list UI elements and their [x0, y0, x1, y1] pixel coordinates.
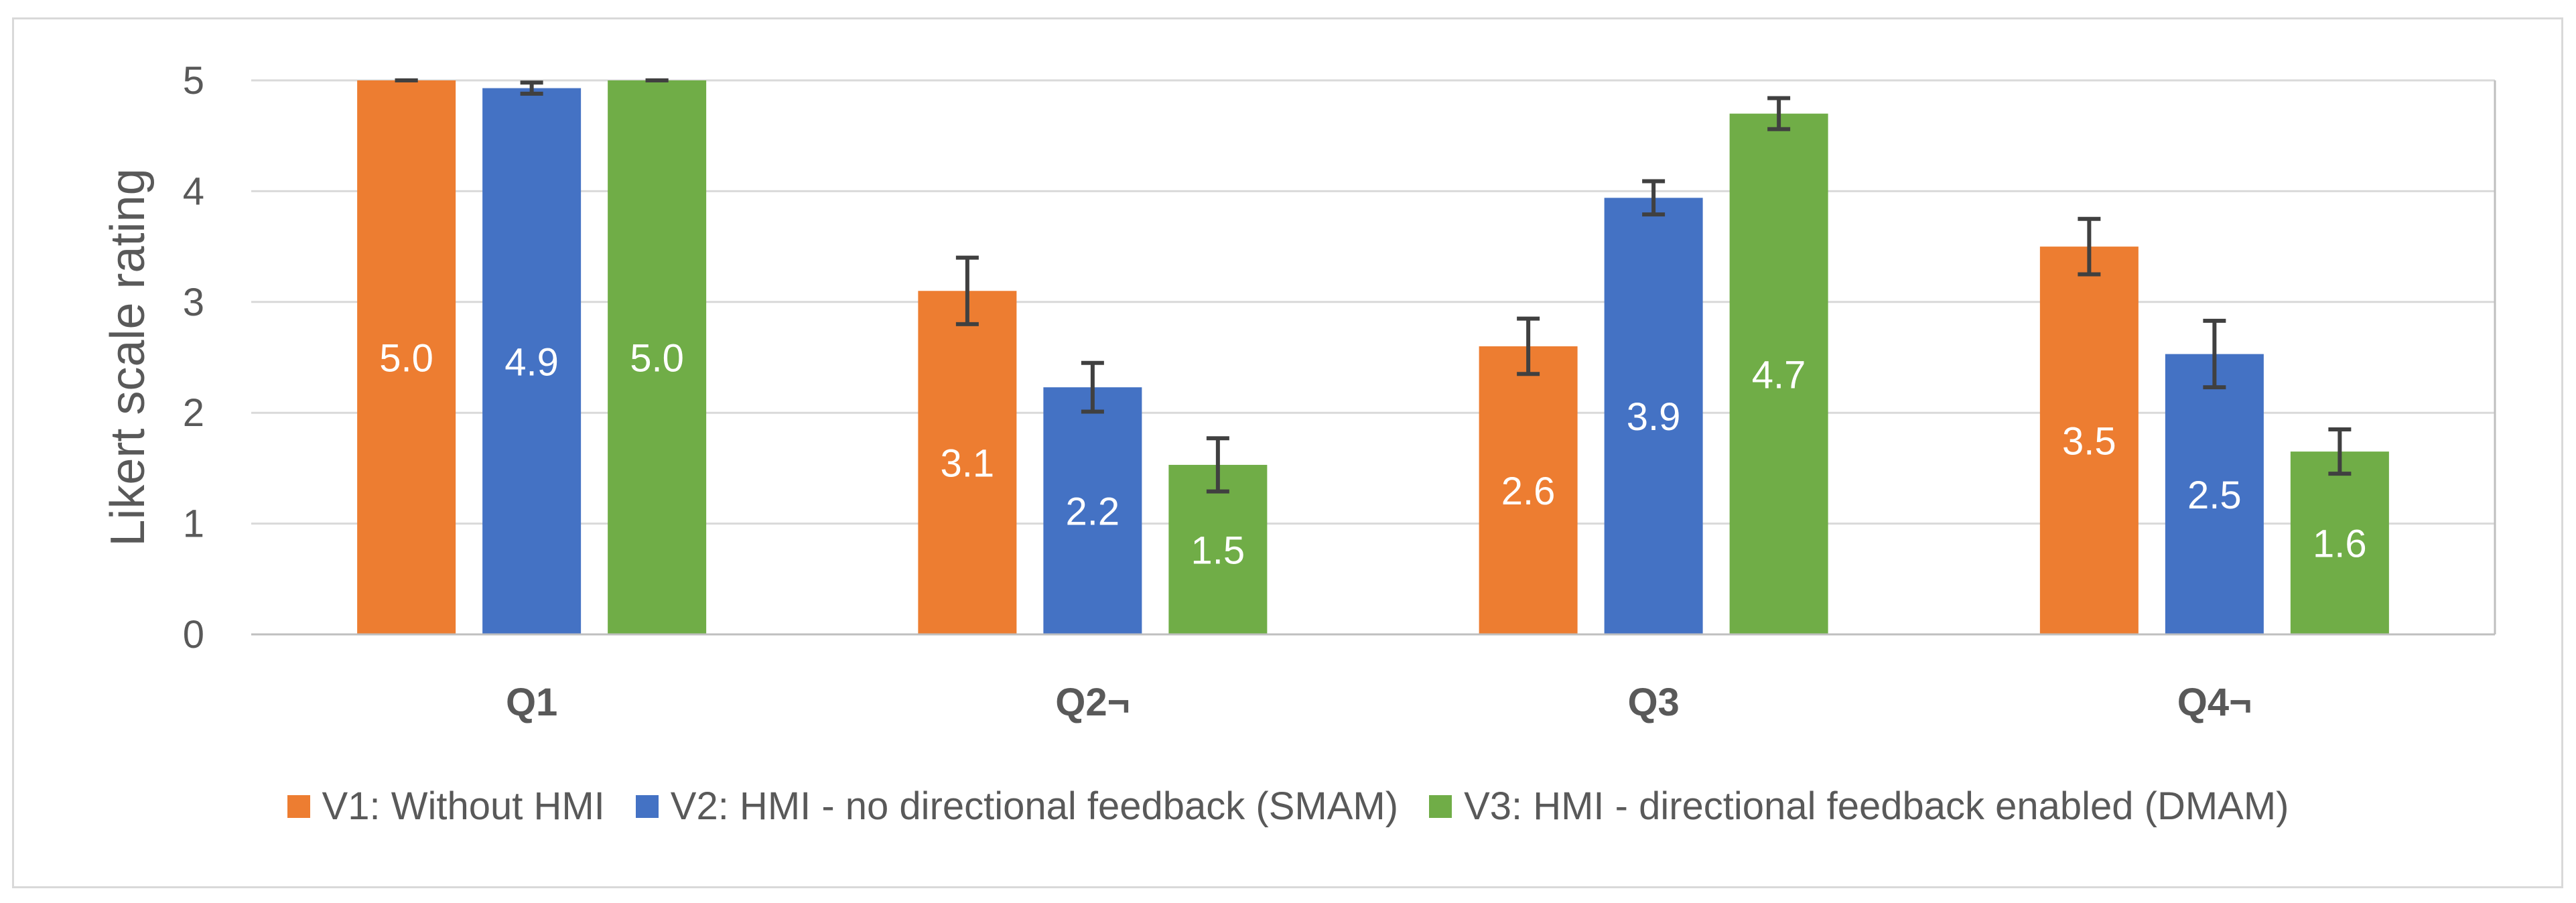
legend-swatch	[635, 794, 659, 818]
data-label: 5.0	[630, 337, 684, 380]
legend-item: V2: HMI - no directional feedback (SMAM)	[635, 784, 1399, 829]
data-label: 4.7	[1752, 353, 1806, 397]
legend-swatch	[287, 794, 310, 818]
x-tick-label: Q1	[506, 681, 557, 724]
y-axis-title: Likert scale rating	[101, 168, 155, 546]
legend-swatch	[1429, 794, 1452, 818]
bar	[482, 88, 582, 634]
legend-item: V1: Without HMI	[287, 784, 605, 829]
bar	[918, 291, 1017, 634]
bar	[2290, 452, 2389, 634]
x-tick-label: Q2¬	[1055, 681, 1130, 724]
x-tick-label: Q3	[1627, 681, 1679, 724]
axes: 0 1 2 3 4 5 Likert scale rating Q1 Q2¬ Q3 Q4¬	[101, 59, 2496, 724]
legend-label: V1: Without HMI	[322, 784, 605, 828]
legend-item: V3: HMI - directional feedback enabled (…	[1429, 784, 2289, 829]
bar	[2039, 247, 2139, 635]
data-label: 2.2	[1066, 490, 1120, 534]
data-labels: 5.0 4.9 5.0 3.1 2.2 1.5 2.6 3.9 4.7 3.5 2.5 1.6	[379, 337, 2366, 573]
bar	[1729, 113, 1828, 634]
y-tick-label: 4	[183, 169, 204, 213]
data-label: 2.5	[2187, 474, 2242, 517]
bar	[1043, 387, 1142, 634]
y-tick-label: 3	[183, 281, 204, 324]
bar	[357, 80, 456, 634]
bar	[2165, 354, 2264, 634]
bars	[357, 80, 2389, 635]
data-label: 5.0	[379, 337, 433, 380]
data-label: 3.1	[941, 442, 995, 486]
bar	[1479, 346, 1578, 634]
bar	[1604, 198, 1703, 635]
chart-frame	[12, 17, 2563, 888]
y-tick-label: 2	[183, 391, 204, 435]
x-tick-label: Q4¬	[2177, 681, 2252, 724]
data-label: 2.6	[1501, 470, 1556, 513]
y-tick-label: 0	[183, 613, 204, 656]
legend-label: V3: HMI - directional feedback enabled (…	[1464, 784, 2289, 828]
legend-label: V2: HMI - no directional feedback (SMAM)	[670, 784, 1399, 828]
data-label: 1.5	[1191, 529, 1245, 572]
gridlines	[251, 79, 2495, 525]
bar	[608, 80, 707, 634]
data-label: 3.5	[2062, 420, 2116, 464]
data-label: 1.6	[2313, 523, 2367, 566]
y-tick-label: 1	[183, 502, 204, 546]
y-tick-label: 5	[183, 59, 204, 102]
legend: V1: Without HMI V2: HMI - no directional …	[0, 784, 2576, 829]
data-label: 4.9	[504, 340, 559, 384]
data-label: 3.9	[1627, 395, 1681, 439]
error-bars	[395, 78, 2352, 494]
